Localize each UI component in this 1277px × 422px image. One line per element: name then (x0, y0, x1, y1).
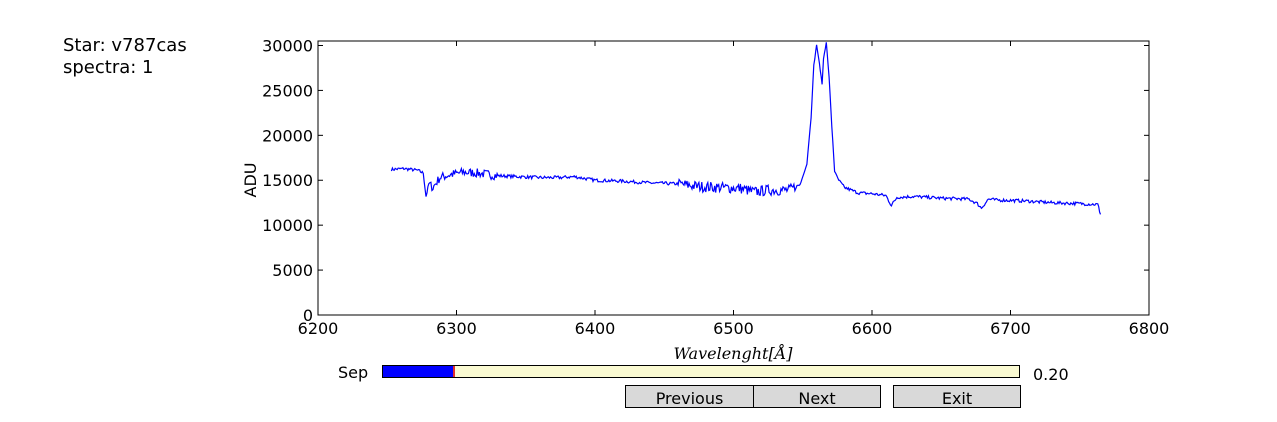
x-tick-label: 6400 (575, 319, 616, 338)
sep-slider-fill[interactable] (383, 366, 455, 377)
x-tick-label: 6300 (436, 319, 477, 338)
y-tick-label: 5000 (272, 261, 313, 280)
sep-slider-value: 0.20 (1033, 365, 1069, 384)
y-tick-label: 20000 (262, 126, 313, 145)
star-info: Star: v787cas spectra: 1 (63, 35, 187, 79)
y-tick-label: 15000 (262, 171, 313, 190)
x-tick-label: 6600 (852, 319, 893, 338)
x-tick-label: 6800 (1129, 319, 1170, 338)
sep-slider[interactable] (382, 365, 1020, 378)
y-tick-label: 0 (303, 306, 313, 325)
previous-button[interactable]: Previous (625, 385, 754, 408)
y-tick-label: 10000 (262, 216, 313, 235)
x-axis-label: Wavelenght[Å] (673, 343, 793, 363)
x-tick-label: 6200 (298, 319, 339, 338)
exit-button[interactable]: Exit (893, 385, 1021, 408)
y-tick-label: 25000 (262, 81, 313, 100)
x-tick-label: 6500 (713, 319, 754, 338)
y-axis-label: ADU (241, 163, 260, 198)
plot-frame (317, 40, 1150, 316)
y-tick-label: 30000 (262, 36, 313, 55)
spectra-count: spectra: 1 (63, 57, 154, 78)
spectrum-line (390, 42, 1102, 215)
next-button[interactable]: Next (753, 385, 881, 408)
x-tick-label: 6700 (990, 319, 1031, 338)
sep-slider-label: Sep (338, 363, 369, 382)
star-name: Star: v787cas (63, 35, 187, 56)
